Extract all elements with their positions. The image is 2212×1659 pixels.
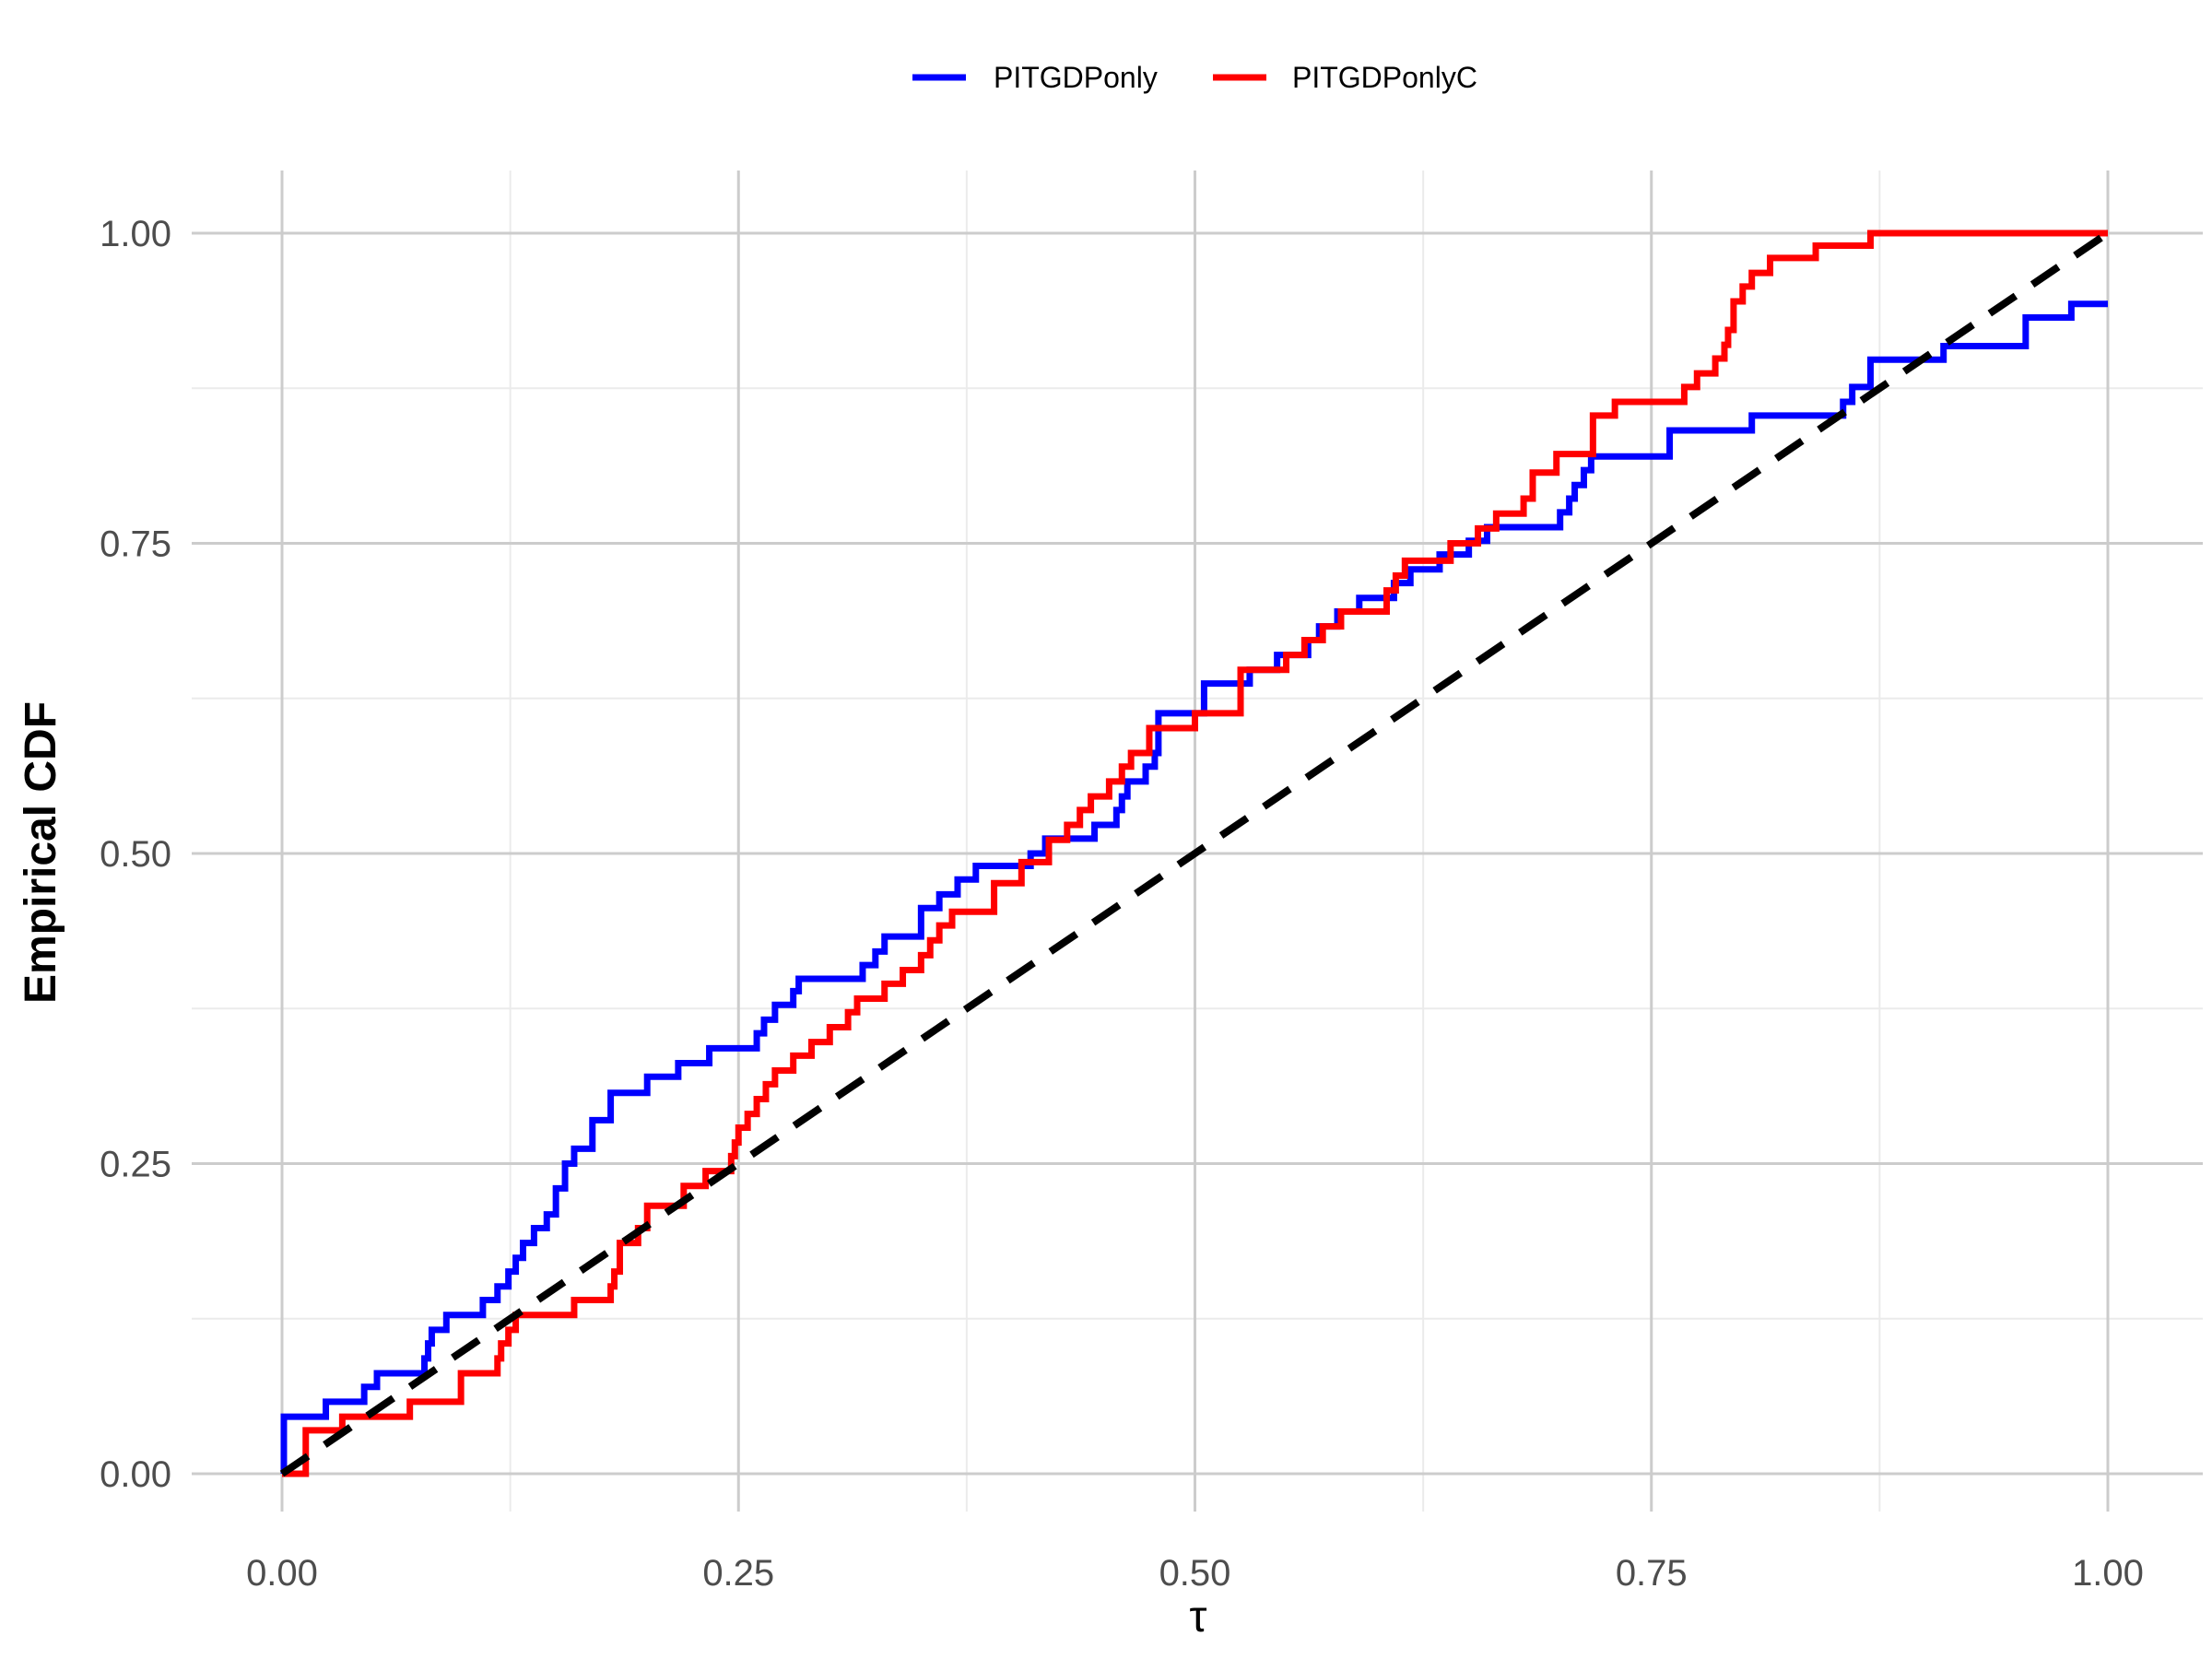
legend-label-pitgdponlyc: PITGDPonlyC xyxy=(1292,61,1477,94)
y-tick-label: 0.00 xyxy=(100,1454,171,1495)
x-tick-labels: 0.00 0.25 0.50 0.75 1.00 xyxy=(246,1553,2144,1594)
series-layer xyxy=(279,229,2111,1477)
x-tick-label: 1.00 xyxy=(2072,1553,2144,1594)
x-tick-label: 0.25 xyxy=(702,1553,774,1594)
y-tick-label: 0.25 xyxy=(100,1145,171,1185)
reference-diagonal-line xyxy=(279,229,2111,1477)
x-tick-label: 0.00 xyxy=(246,1553,318,1594)
x-axis-title: τ xyxy=(1190,1593,1207,1641)
y-tick-label: 0.75 xyxy=(100,524,171,565)
x-tick-label: 0.50 xyxy=(1159,1553,1231,1594)
y-tick-label: 0.50 xyxy=(100,834,171,875)
x-tick-label: 0.75 xyxy=(1616,1553,1688,1594)
y-axis-title: Empirical CDF xyxy=(17,701,65,1004)
series-line-pitgdponlyc xyxy=(282,229,2108,1477)
y-tick-labels: 0.00 0.25 0.50 0.75 1.00 xyxy=(100,214,171,1495)
legend-label-pitgdponly: PITGDPonly xyxy=(994,61,1158,94)
series-line-pitgdponly xyxy=(280,300,2108,1477)
y-tick-label: 1.00 xyxy=(100,214,171,254)
legend: PITGDPonly PITGDPonlyC xyxy=(912,61,1477,94)
grid xyxy=(192,171,2203,1512)
